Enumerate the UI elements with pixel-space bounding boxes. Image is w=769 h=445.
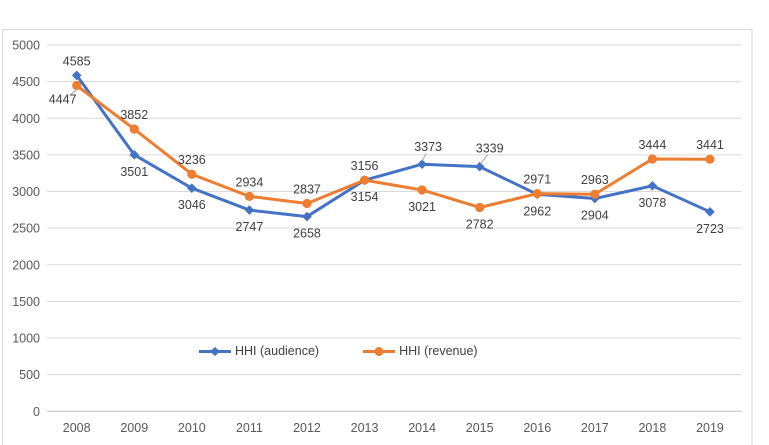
x-axis-tick-label: 2015: [466, 421, 494, 435]
data-label: 3236: [178, 153, 206, 167]
data-label: 4447: [49, 93, 77, 107]
revenue-data-point-marker: [359, 175, 370, 185]
y-axis-tick-label: 1000: [12, 332, 40, 346]
legend-label-revenue: HHI (revenue): [399, 344, 478, 358]
revenue-data-point-marker: [647, 154, 658, 164]
y-axis-tick-label: 2500: [12, 222, 40, 236]
revenue-data-point-marker: [244, 191, 255, 201]
x-axis-tick-label: 2008: [63, 421, 91, 435]
data-label: 4585: [63, 54, 91, 68]
x-axis-tick-label: 2014: [408, 421, 436, 435]
chart-border: [2, 29, 753, 445]
revenue-series-line: [75, 84, 712, 209]
audience-data-point-marker: [71, 70, 82, 81]
audience-series-swatch-icon: [199, 347, 231, 356]
x-axis-tick-label: 2013: [351, 421, 379, 435]
data-label: 2747: [236, 220, 264, 234]
data-label: 3046: [178, 198, 206, 212]
audience-data-point-marker: [417, 159, 427, 169]
data-label: 2658: [293, 227, 321, 241]
x-axis-tick-label: 2018: [638, 421, 666, 435]
revenue-data-point-marker: [475, 202, 485, 213]
audience-data-point-marker: [647, 181, 658, 191]
data-label: 3441: [696, 138, 724, 152]
audience-data-point-marker: [474, 161, 485, 172]
legend-label-audience: HHI (audience): [235, 344, 320, 358]
y-axis-tick-label: 3000: [12, 185, 40, 199]
x-axis-tick-label: 2011: [236, 421, 263, 435]
x-axis-tick-label: 2012: [293, 421, 321, 435]
revenue-series-swatch-icon: [363, 347, 396, 356]
data-label: 2962: [523, 204, 551, 218]
y-axis-tick-label: 3500: [12, 148, 40, 162]
data-label-leader-line: [480, 154, 489, 164]
y-axis-tick-label: 500: [19, 368, 40, 382]
legend: HHI (audience) HHI (revenue): [199, 344, 478, 359]
x-axis-tick-label: 2019: [696, 421, 724, 435]
x-axis-tick-label: 2010: [178, 421, 206, 435]
revenue-data-point-marker: [417, 185, 427, 195]
y-axis-tick-label: 4500: [12, 75, 40, 89]
revenue-data-point-marker: [302, 198, 312, 209]
audience-data-point-marker: [244, 205, 255, 215]
legend-item-revenue: HHI (revenue): [363, 344, 478, 359]
data-label: 2782: [466, 217, 494, 231]
y-axis-tick-label: 4000: [12, 112, 40, 126]
audience-data-point-marker: [187, 183, 197, 193]
audience-data-point-marker: [705, 207, 715, 217]
data-label: 3373: [414, 140, 442, 154]
data-label: 2934: [236, 175, 264, 189]
revenue-data-point-marker: [532, 189, 542, 199]
data-label: 3501: [120, 165, 148, 179]
data-label: 3021: [408, 200, 436, 214]
data-label: 2971: [523, 173, 551, 187]
data-label: 3444: [638, 138, 666, 152]
data-label-leader-line: [421, 152, 427, 162]
data-label: 3078: [638, 196, 666, 210]
revenue-data-point-marker: [72, 80, 82, 91]
y-axis-tick-label: 1500: [12, 295, 40, 309]
audience-series-line: [75, 73, 712, 219]
data-label: 2837: [293, 182, 321, 196]
data-label: 2723: [696, 222, 724, 236]
data-label: 3339: [476, 142, 504, 156]
audience-data-point-marker: [129, 150, 140, 160]
x-axis-tick-label: 2016: [523, 421, 551, 435]
revenue-data-point-marker: [705, 154, 715, 164]
revenue-data-point-marker: [590, 189, 600, 199]
x-axis-tick-label: 2017: [581, 421, 609, 435]
y-axis-tick-label: 5000: [12, 39, 40, 53]
legend-item-audience: HHI (audience): [199, 344, 319, 359]
y-axis-tick-label: 2000: [12, 258, 40, 272]
data-label-leader-line: [69, 88, 79, 96]
data-label: 3852: [120, 108, 148, 122]
data-label: 2904: [581, 209, 609, 223]
revenue-data-point-marker: [187, 169, 197, 179]
x-axis-tick-label: 2009: [120, 421, 148, 435]
data-label: 3154: [351, 190, 379, 204]
y-axis-tick-label: 0: [33, 405, 40, 419]
data-label: 2963: [581, 173, 609, 187]
audience-data-point-marker: [302, 211, 312, 222]
data-label: 3156: [351, 159, 379, 173]
revenue-data-point-marker: [129, 124, 139, 134]
